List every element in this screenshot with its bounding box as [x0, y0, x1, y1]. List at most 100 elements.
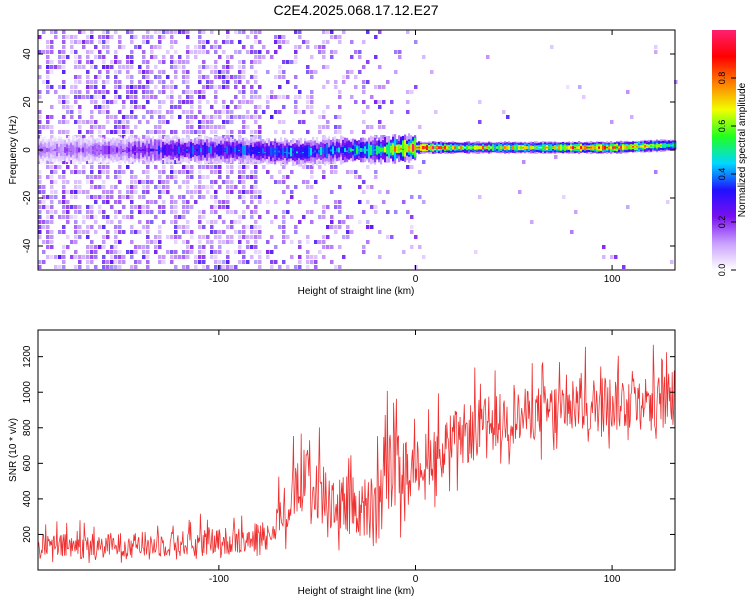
heatmap-cell — [158, 60, 162, 64]
heatmap-cell — [174, 210, 178, 214]
heatmap-cell — [118, 130, 122, 134]
heatmap-cell — [162, 85, 166, 89]
heatmap-cell — [298, 245, 302, 249]
heatmap-cell — [78, 90, 82, 94]
heatmap-cell — [202, 130, 206, 134]
heatmap-cell — [106, 215, 110, 219]
heatmap-cell — [106, 260, 110, 264]
ridge-segment — [526, 146, 529, 150]
heatmap-cell — [62, 255, 66, 259]
ridge-segment — [312, 148, 315, 156]
heatmap-cell — [130, 175, 134, 179]
ridge-segment — [408, 148, 411, 150]
heatmap-cell — [142, 250, 146, 254]
heatmap-cell — [210, 245, 214, 249]
heatmap-cell — [118, 45, 122, 49]
heatmap-cell — [102, 225, 106, 229]
heatmap-cell — [130, 230, 134, 234]
heatmap-cell — [330, 30, 334, 34]
heatmap-cell — [226, 65, 230, 69]
heatmap-cell — [106, 65, 110, 69]
ridge-segment — [142, 149, 145, 151]
heatmap-cell — [58, 230, 62, 234]
heatmap-cell — [118, 260, 122, 264]
heatmap-cell — [74, 55, 78, 59]
heatmap-cell — [174, 205, 178, 209]
heatmap-cell — [182, 75, 186, 79]
heatmap-cell — [142, 50, 146, 54]
heatmap-cell — [210, 255, 214, 259]
heatmap-cell — [258, 225, 262, 229]
heatmap-cell — [154, 200, 158, 204]
heatmap-cell — [126, 90, 130, 94]
heatmap-cell — [46, 255, 50, 259]
heatmap-cell — [150, 220, 154, 224]
heatmap-cell — [182, 70, 186, 74]
heatmap-cell — [94, 265, 98, 269]
heatmap-cell — [210, 205, 214, 209]
heatmap-cell — [346, 75, 350, 79]
heatmap-cell — [50, 210, 54, 214]
heatmap-cell — [74, 205, 78, 209]
ridge-segment — [122, 148, 125, 152]
heatmap-cell — [330, 260, 334, 264]
heatmap-cell — [314, 180, 318, 184]
heatmap-cell — [114, 85, 118, 89]
heatmap-cell — [110, 205, 114, 209]
heatmap-cell — [306, 100, 310, 104]
heatmap-cell — [134, 105, 138, 109]
heatmap-cell — [326, 30, 330, 34]
heatmap-cell — [230, 75, 234, 79]
heatmap-cell — [214, 100, 218, 104]
heatmap-cell — [190, 190, 194, 194]
heatmap-cell — [282, 215, 286, 219]
heatmap-cell — [390, 100, 394, 104]
heatmap-cell — [374, 210, 378, 214]
heatmap-cell — [358, 55, 362, 59]
heatmap-cell — [162, 55, 166, 59]
heatmap-cell — [50, 245, 54, 249]
heatmap-cell — [102, 30, 106, 34]
heatmap-cell — [90, 205, 94, 209]
heatmap-cell — [58, 130, 62, 134]
heatmap-cell — [90, 135, 94, 139]
ridge-segment — [506, 146, 509, 150]
heatmap-cell — [330, 190, 334, 194]
heatmap-cell — [282, 240, 286, 244]
heatmap-cell — [178, 235, 182, 239]
heatmap-cell — [54, 165, 58, 169]
heatmap-cell — [206, 165, 210, 169]
heatmap-cell — [322, 85, 326, 89]
heatmap-cell — [146, 175, 150, 179]
heatmap-cell — [402, 250, 406, 254]
ridge-segment — [406, 143, 409, 153]
ridge-segment — [588, 147, 591, 149]
ridge-segment — [192, 145, 195, 155]
heatmap-cell — [298, 30, 302, 34]
heatmap-cell — [290, 255, 294, 259]
heatmap-cell — [70, 40, 74, 44]
heatmap-cell — [94, 100, 98, 104]
heatmap-cell — [294, 105, 298, 109]
heatmap-cell — [314, 70, 318, 74]
heatmap-cell — [246, 190, 250, 194]
ridge-segment — [132, 148, 135, 152]
ridge-segment — [356, 146, 359, 154]
heatmap-cell — [138, 85, 142, 89]
heatmap-cell — [38, 175, 42, 179]
heatmap-cell — [238, 75, 242, 79]
heatmap-cell — [66, 135, 70, 139]
heatmap-cell — [274, 40, 278, 44]
heatmap-cell — [98, 130, 102, 134]
ridge-segment — [90, 145, 93, 155]
heatmap-cell — [422, 255, 426, 259]
heatmap-cell — [38, 215, 42, 219]
ridge-segment — [170, 148, 173, 152]
heatmap-cell — [310, 185, 314, 189]
heatmap-cell — [38, 220, 42, 224]
heatmap-cell — [166, 30, 170, 34]
heatmap-cell — [198, 235, 202, 239]
heatmap-cell — [250, 130, 254, 134]
heatmap-cell — [250, 195, 254, 199]
heatmap-cell — [210, 165, 214, 169]
